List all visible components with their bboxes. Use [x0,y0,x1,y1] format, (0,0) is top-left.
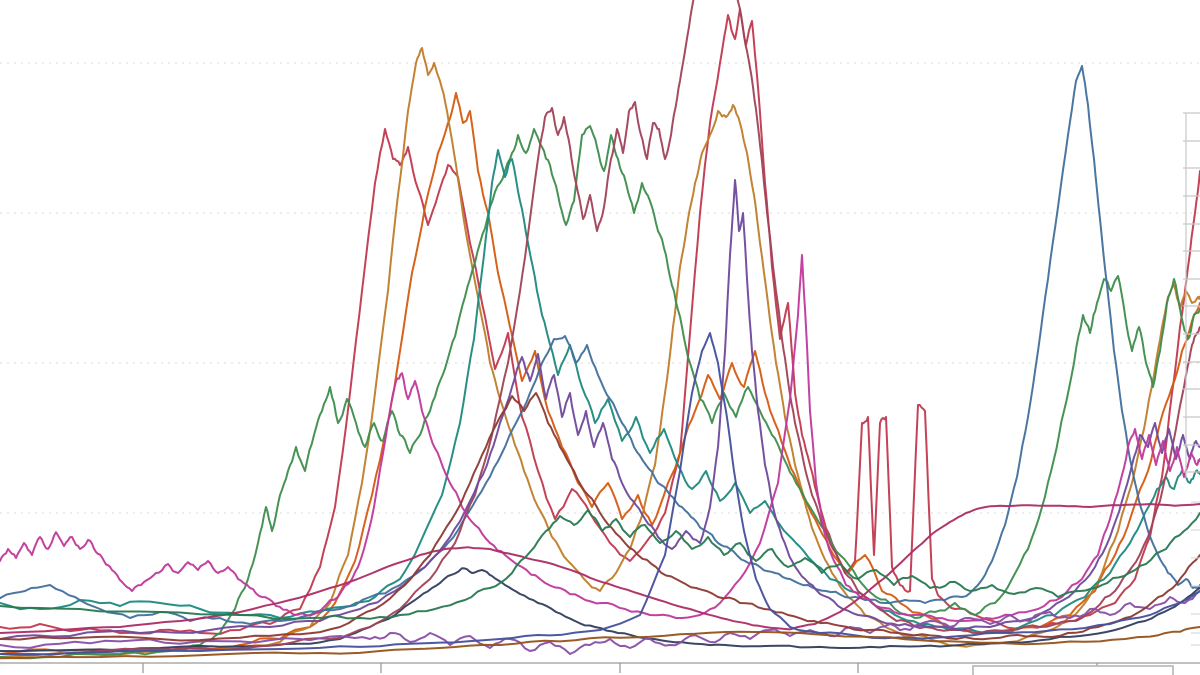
line-brick[interactable] [0,392,1200,642]
line-brown[interactable] [0,626,1200,660]
line-steelblue[interactable] [0,65,1200,625]
line-ochre[interactable] [0,47,1200,658]
line-purple[interactable] [0,179,1200,640]
gridlines-group [0,62,1200,514]
line-teal[interactable] [0,149,1200,634]
line-green[interactable] [0,125,1200,660]
line-magenta[interactable] [0,254,1200,622]
line-emerald[interactable] [0,509,1200,620]
line-violet-low[interactable] [0,590,1200,655]
line-raspberry-smooth[interactable] [0,503,1200,634]
clipped-legend-table [1183,112,1200,646]
line-maroon[interactable] [0,0,1200,656]
clipped-bottom-box [972,665,1174,675]
line-indigo[interactable] [0,332,1200,656]
series-group [0,0,1200,660]
line-crimson[interactable] [0,8,1200,635]
